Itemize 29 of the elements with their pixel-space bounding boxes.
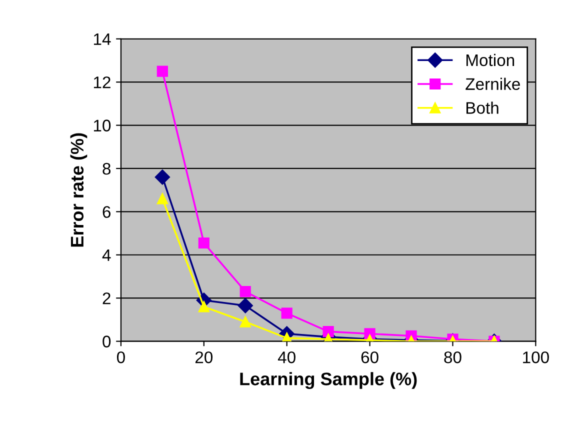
point [240,316,251,328]
y-tick-label: 4 [102,249,111,261]
point [240,286,251,298]
legend-label: Motion [466,54,514,66]
point [198,301,210,312]
point [281,308,292,319]
y-tick-label: 8 [102,162,111,175]
x-tick-label: 100 [523,351,549,364]
x-tick-label: 20 [195,351,213,364]
point [238,298,253,314]
y-tick-label: 12 [94,76,110,88]
y-tick-label: 10 [94,120,111,132]
y-tick-label: 6 [102,206,111,218]
point [198,237,210,249]
x-tick-label: 40 [278,351,296,364]
y-tick-label: 0 [102,336,111,348]
y-tick-label: 2 [102,292,110,304]
x-tick-label: 60 [361,351,378,364]
x-tick-label: 0 [116,351,125,364]
x-tick-label: 80 [444,351,462,364]
point [156,66,168,77]
x-axis-title: Learning Sample (%) [240,372,417,390]
point [156,193,168,204]
point [322,326,334,338]
point [154,170,170,185]
y-axis-title: Error rate (%) [70,133,88,247]
legend-label: Zernike [466,78,520,90]
y-tick-label: 14 [94,33,111,45]
legend-label: Both [466,102,498,114]
